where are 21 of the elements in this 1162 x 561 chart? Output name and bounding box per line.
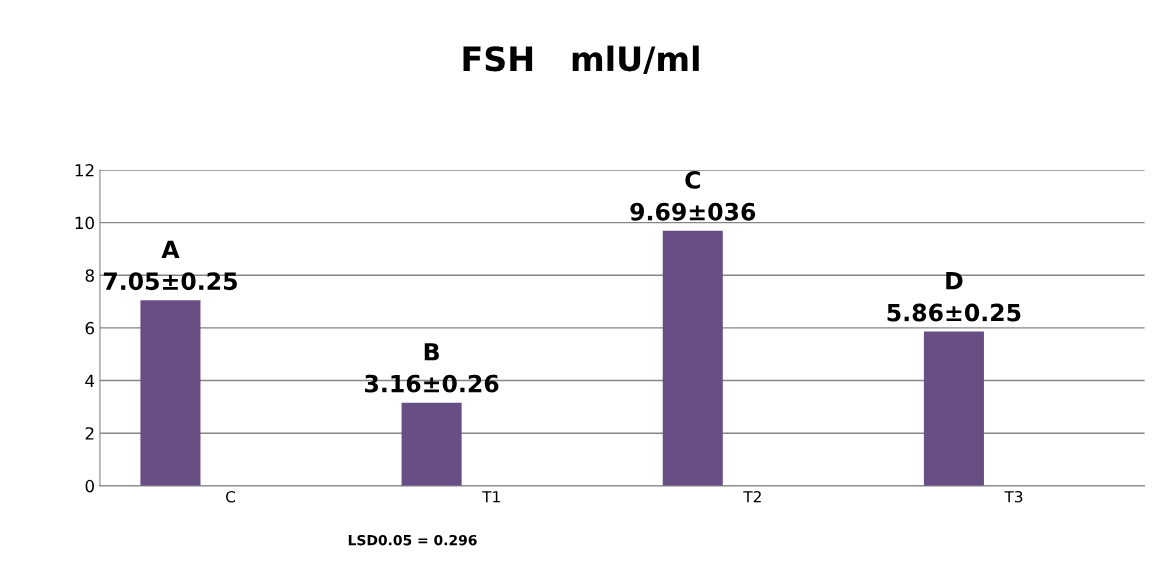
- x-tick-label: T2: [743, 490, 761, 503]
- x-tick-label: C: [226, 490, 236, 503]
- y-tick-label: 2: [85, 427, 94, 440]
- data-label: B 3.16±0.26: [365, 343, 499, 393]
- data-label: C 9.69±036: [630, 170, 756, 221]
- bar: [923, 331, 984, 486]
- y-tick-label: 10: [75, 216, 94, 230]
- data-label: D 5.86±0.25: [887, 272, 1021, 322]
- y-tick-label: 12: [75, 163, 94, 177]
- y-tick-label: 4: [85, 374, 95, 387]
- y-tick-label: 0: [85, 479, 94, 493]
- y-tick-label: 6: [85, 321, 95, 335]
- x-tick-label: T3: [1004, 490, 1023, 503]
- y-tick-label: 8: [85, 269, 94, 282]
- x-tick-label: T1: [482, 491, 500, 503]
- chart-title: FSH mlU/ml: [463, 45, 699, 74]
- bar: [662, 230, 723, 486]
- bar: [401, 402, 462, 486]
- text: LSD0.05 = 0.296: [348, 534, 477, 546]
- data-label: A 7.05±0.25: [103, 240, 237, 291]
- bar: [140, 300, 201, 486]
